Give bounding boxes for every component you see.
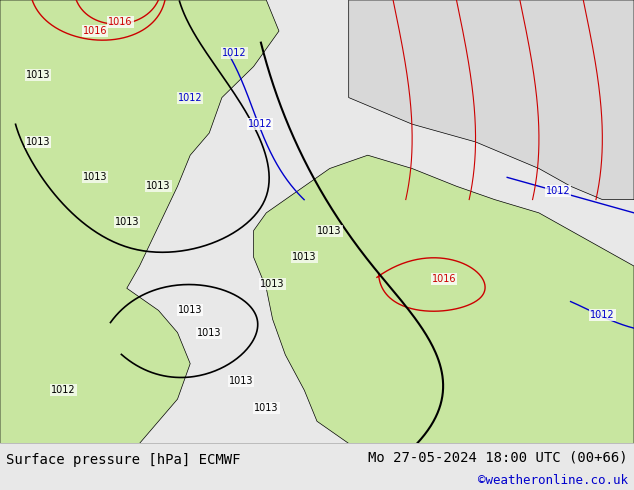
Text: 1012: 1012 bbox=[546, 186, 570, 196]
Text: 1016: 1016 bbox=[83, 26, 107, 36]
Text: 1013: 1013 bbox=[26, 71, 50, 80]
Text: 1013: 1013 bbox=[292, 252, 316, 262]
Text: 1016: 1016 bbox=[108, 17, 133, 27]
Text: 1013: 1013 bbox=[197, 328, 221, 338]
Text: 1012: 1012 bbox=[178, 93, 202, 102]
Text: 1013: 1013 bbox=[83, 172, 107, 182]
Text: 1013: 1013 bbox=[146, 181, 171, 191]
Text: 1013: 1013 bbox=[26, 137, 50, 147]
Text: 1013: 1013 bbox=[318, 225, 342, 236]
Text: 1013: 1013 bbox=[229, 376, 253, 387]
Text: 1012: 1012 bbox=[248, 119, 272, 129]
Text: 1012: 1012 bbox=[590, 310, 614, 320]
Text: Surface pressure [hPa] ECMWF: Surface pressure [hPa] ECMWF bbox=[6, 453, 241, 467]
Text: ©weatheronline.co.uk: ©weatheronline.co.uk bbox=[477, 474, 628, 487]
Text: 1013: 1013 bbox=[115, 217, 139, 227]
Polygon shape bbox=[349, 0, 634, 199]
Text: 1012: 1012 bbox=[51, 385, 75, 395]
Text: 1016: 1016 bbox=[432, 274, 456, 284]
Text: 1013: 1013 bbox=[261, 279, 285, 289]
Text: Mo 27-05-2024 18:00 UTC (00+66): Mo 27-05-2024 18:00 UTC (00+66) bbox=[368, 450, 628, 465]
Text: 1013: 1013 bbox=[254, 403, 278, 413]
Polygon shape bbox=[0, 0, 279, 443]
Text: 1012: 1012 bbox=[223, 48, 247, 58]
Text: 1013: 1013 bbox=[178, 305, 202, 316]
Polygon shape bbox=[254, 155, 634, 443]
